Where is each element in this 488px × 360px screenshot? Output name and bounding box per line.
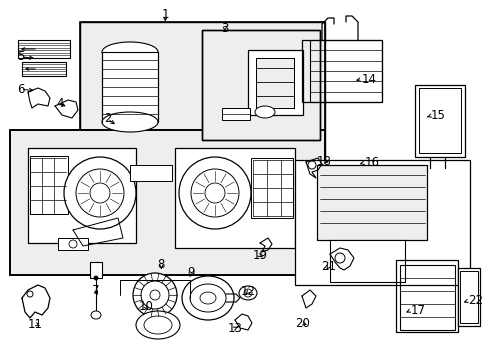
Ellipse shape [182, 276, 234, 320]
Bar [175, 148, 294, 248]
Ellipse shape [254, 106, 274, 118]
Bar [250, 158, 292, 218]
Circle shape [179, 157, 250, 229]
Text: 15: 15 [429, 109, 444, 122]
Bar [202, 30, 319, 140]
Bar [256, 58, 293, 108]
Text: 10: 10 [138, 300, 153, 313]
Bar [247, 50, 303, 115]
Text: 22: 22 [468, 294, 483, 307]
Bar [90, 262, 102, 278]
Text: 12: 12 [241, 285, 255, 298]
Circle shape [150, 290, 160, 300]
Text: 13: 13 [227, 322, 242, 335]
Text: 20: 20 [294, 317, 309, 330]
Text: 16: 16 [364, 156, 379, 169]
Ellipse shape [102, 112, 158, 132]
Bar [418, 88, 460, 153]
Ellipse shape [91, 311, 101, 319]
Bar [302, 40, 381, 102]
Circle shape [94, 276, 98, 280]
Text: 9: 9 [186, 266, 194, 279]
Text: 5: 5 [17, 50, 24, 63]
Text: 19: 19 [252, 249, 267, 262]
Circle shape [64, 157, 136, 229]
Bar [459, 271, 477, 323]
Bar [202, 30, 319, 140]
Bar [256, 58, 293, 108]
Text: 2: 2 [103, 112, 111, 125]
Text: 21: 21 [321, 260, 335, 273]
Text: 11: 11 [28, 318, 42, 330]
Text: 18: 18 [316, 155, 330, 168]
Bar [28, 148, 136, 243]
Text: 3: 3 [221, 22, 228, 35]
Bar [329, 240, 404, 282]
Ellipse shape [143, 316, 172, 334]
Bar [10, 130, 325, 275]
Bar [30, 156, 68, 214]
Bar [414, 85, 464, 157]
Ellipse shape [239, 286, 257, 300]
Ellipse shape [102, 42, 158, 62]
Bar [316, 165, 426, 240]
Bar [294, 160, 469, 285]
Text: 1: 1 [161, 8, 169, 21]
Bar [457, 268, 479, 326]
Text: 14: 14 [361, 73, 376, 86]
Bar [309, 40, 381, 102]
Bar [102, 52, 158, 122]
Circle shape [133, 273, 177, 317]
Bar [316, 165, 426, 240]
Ellipse shape [200, 292, 216, 304]
Text: 8: 8 [157, 258, 165, 271]
Text: 4: 4 [56, 97, 63, 110]
Bar [130, 165, 172, 181]
Bar [222, 108, 249, 120]
Bar [10, 130, 325, 275]
Circle shape [244, 289, 251, 297]
Bar [395, 260, 457, 332]
Text: 7: 7 [92, 284, 100, 297]
Bar [58, 238, 88, 250]
Ellipse shape [190, 284, 225, 312]
Bar [80, 22, 325, 192]
Bar [18, 40, 70, 58]
Bar [399, 265, 454, 330]
Ellipse shape [136, 311, 180, 339]
Text: 17: 17 [410, 304, 425, 317]
Bar [22, 62, 66, 76]
Bar [80, 22, 325, 192]
Text: 6: 6 [17, 83, 24, 96]
